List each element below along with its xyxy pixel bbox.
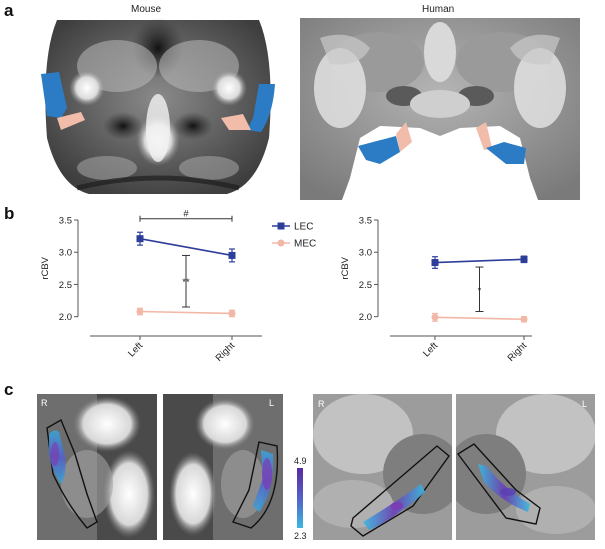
mouse-right-hemisphere-label: R: [41, 398, 48, 408]
data-point-lec: [431, 259, 439, 267]
y-tick-label: 3.5: [59, 216, 72, 227]
panel-letter-b: b: [4, 204, 15, 223]
x-tick-label: Left: [421, 340, 440, 359]
legend-label-mec: MEC: [294, 239, 316, 250]
series-line-mec: [434, 316, 525, 321]
mouse-left-hemisphere-label: L: [269, 398, 274, 408]
legend-item-mec: MEC: [272, 239, 316, 250]
significance-marker: #: [183, 209, 189, 220]
x-tick-label: Right: [506, 340, 530, 364]
y-tick-label: 2.5: [59, 280, 72, 291]
data-point-lec: [520, 255, 528, 263]
mouse-right-hemisphere-map: R: [37, 394, 157, 540]
significance-marker: **: [182, 277, 190, 288]
mouse-title: Mouse: [131, 4, 162, 15]
data-point-lec: [228, 251, 236, 259]
human-brain-mri-image: [300, 18, 580, 200]
human-right-hemisphere-label: R: [318, 399, 325, 409]
human-right-hemisphere-map: R: [313, 394, 452, 540]
y-tick-label: 3.0: [59, 248, 72, 259]
human-left-hemisphere-label: L: [582, 399, 587, 409]
colorbar-min-label: 2.3: [294, 531, 307, 541]
data-point-mec: [136, 308, 144, 316]
x-tick-label: Left: [126, 340, 145, 359]
mouse-brain-mri-image: [41, 18, 275, 194]
y-axis-label: rCBV: [340, 256, 351, 279]
significance-marker: *: [478, 285, 482, 296]
y-tick-label: 2.0: [59, 312, 72, 323]
data-point-mec: [520, 315, 528, 323]
panel-letter-a: a: [4, 1, 14, 20]
x-tick-label: Right: [214, 340, 238, 364]
y-tick-label: 2.5: [359, 280, 372, 291]
mouse-rcbv-chart: 2.0 2.5 3.0 3.5 rCBV Left Right # **: [40, 209, 262, 364]
colorbar-scale: 4.9 2.3: [294, 456, 307, 541]
colorbar-max-label: 4.9: [294, 456, 307, 466]
y-axis-label: rCBV: [40, 256, 51, 279]
legend-label-lec: LEC: [294, 222, 313, 233]
series-line-lec: [434, 258, 525, 264]
chart-legend: LEC MEC: [272, 222, 316, 250]
series-line-lec: [139, 237, 233, 257]
mouse-left-hemisphere-map: L: [163, 394, 283, 540]
data-point-mec: [431, 313, 439, 321]
series-line-mec: [139, 310, 233, 315]
data-point-lec: [136, 235, 144, 243]
panel-letter-c: c: [4, 380, 14, 399]
human-title: Human: [422, 4, 455, 15]
human-left-hemisphere-map: L: [456, 394, 595, 540]
y-tick-label: 2.0: [359, 312, 372, 323]
data-point-mec: [228, 309, 236, 317]
y-tick-label: 3.0: [359, 248, 372, 259]
legend-item-lec: LEC: [272, 222, 313, 233]
y-tick-label: 3.5: [359, 216, 372, 227]
human-rcbv-chart: 2.0 2.5 3.0 3.5 rCBV Left Right *: [340, 216, 532, 364]
